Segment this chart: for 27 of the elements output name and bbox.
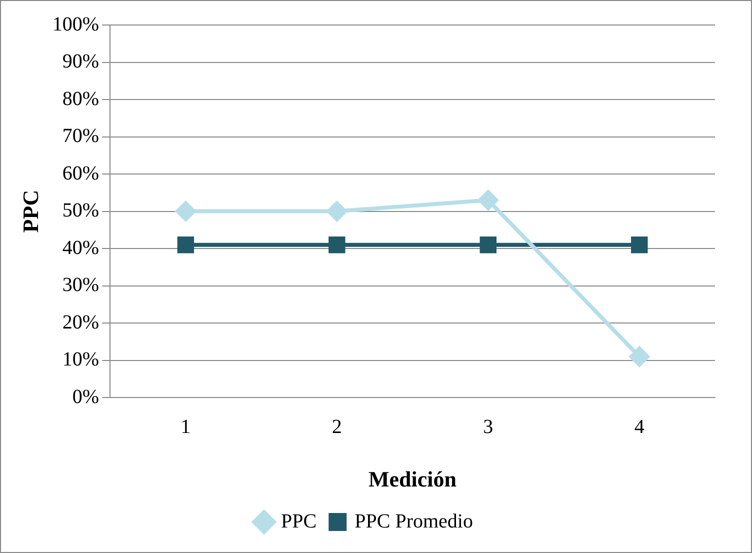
x-axis-title: Medición: [368, 466, 457, 492]
y-tick-label: 100%: [52, 13, 100, 36]
x-tick-label: 3: [483, 416, 494, 438]
y-tick-label: 60%: [62, 162, 100, 184]
x-tick-label: 4: [634, 416, 644, 438]
legend-label: PPC Promedio: [354, 510, 473, 532]
x-tick-label: 1: [180, 416, 191, 438]
y-tick-label: 30%: [62, 274, 100, 296]
y-tick-label: 90%: [62, 50, 100, 73]
y-tick-label: 80%: [62, 88, 100, 110]
y-tick-label: 10%: [62, 348, 100, 371]
point: [177, 236, 194, 254]
point: [480, 236, 497, 254]
y-tick-label: 20%: [62, 311, 100, 334]
legend-label: PPC: [281, 510, 317, 532]
y-axis-title: PPC: [18, 190, 43, 233]
y-tick-label: 0%: [72, 386, 100, 408]
point: [631, 236, 648, 254]
point: [478, 190, 498, 210]
y-tick-label: 70%: [62, 125, 100, 148]
point: [176, 201, 196, 222]
point: [629, 346, 650, 367]
y-tick-label: 40%: [62, 236, 100, 259]
point: [326, 201, 347, 222]
y-tick-label: 50%: [62, 200, 100, 222]
point: [328, 236, 346, 254]
x-tick-label: 2: [332, 416, 342, 438]
